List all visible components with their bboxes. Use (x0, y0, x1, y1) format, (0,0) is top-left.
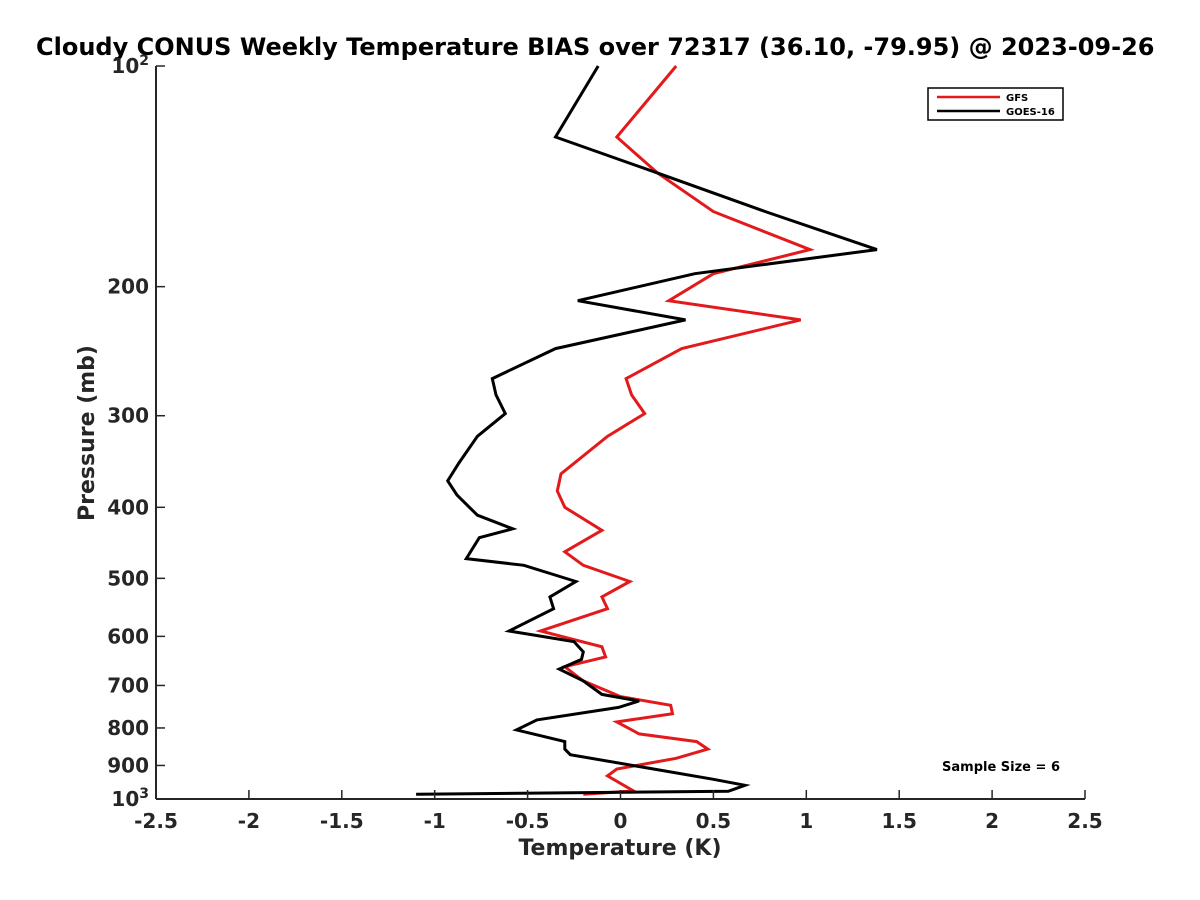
legend-label-gfs: GFS (1006, 93, 1028, 104)
legend-box (927, 87, 1064, 121)
x-tick-label: -1 (424, 809, 446, 833)
axes: -2.5 -2 -1.5 -1 -0.5 0 0.5 1 1.5 2 2.5 102 200 300 400… (107, 53, 1102, 833)
x-tick-label: 1 (799, 809, 813, 833)
x-axis-label: Temperature (K) (518, 836, 721, 861)
series-line-gfs (535, 65, 815, 796)
x-tick-label: -1.5 (320, 809, 364, 833)
y-tick-label: 200 (107, 275, 149, 299)
plot-area (416, 65, 878, 796)
y-axis-label: Pressure (mb) (75, 345, 100, 521)
y-tick-label: 400 (107, 495, 149, 519)
sample-size-annotation: Sample Size = 6 (942, 760, 1060, 775)
chart-title: Cloudy CONUS Weekly Temperature BIAS ove… (36, 33, 1154, 61)
x-tick-label: 2.5 (1067, 809, 1102, 833)
legend: GFS GOES-16 (927, 87, 1064, 121)
y-tick-label: 600 (107, 624, 149, 648)
y-tick-label: 300 (107, 404, 149, 428)
y-tick-label: 800 (107, 716, 149, 740)
x-tick-label: 0.5 (696, 809, 731, 833)
x-tick-label: 2 (985, 809, 999, 833)
legend-label-goes-16: GOES-16 (1006, 107, 1055, 118)
x-tick-label: 1.5 (881, 809, 916, 833)
x-tick-label: -2 (238, 809, 260, 833)
x-tick-label: 0 (614, 809, 628, 833)
y-tick-label: 700 (107, 673, 149, 697)
y-tick-label: 500 (107, 566, 149, 590)
x-tick-label: -0.5 (506, 809, 550, 833)
series-line-goes-16 (416, 65, 878, 796)
y-tick-label: 102 (111, 53, 149, 78)
y-tick-label: 103 (111, 786, 149, 811)
x-tick-label: -2.5 (134, 809, 178, 833)
y-tick-label: 900 (107, 753, 149, 777)
